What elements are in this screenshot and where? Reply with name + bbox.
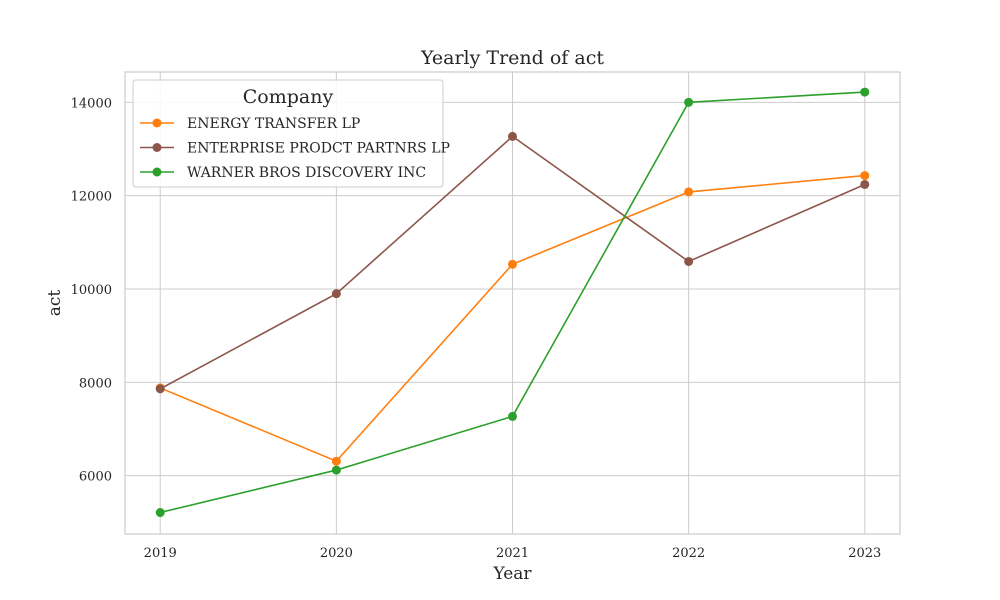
data-point [684, 187, 694, 197]
data-point [331, 465, 341, 475]
y-tick-label: 12000 [71, 190, 112, 205]
data-point [508, 131, 517, 141]
legend-entry: ENTERPRISE PRODCT PARTNRS LP [140, 141, 450, 157]
legend-entry: ENERGY TRANSFER LP [140, 116, 360, 132]
legend-marker [152, 118, 162, 128]
data-point [155, 508, 165, 518]
y-tick-label: 6000 [79, 470, 112, 485]
tick-labels: 2019 2020 2021 2022 2023 6000 8000 10000 12000 14… [71, 96, 882, 561]
chart-title: Yearly Trend of act [420, 47, 604, 69]
data-point [684, 97, 694, 107]
legend-title: Company [243, 86, 334, 108]
legend-box [132, 79, 444, 188]
legend-label: ENTERPRISE PRODCT PARTNRS LP [187, 141, 450, 157]
data-point [860, 171, 870, 181]
legend-marker [152, 143, 162, 152]
x-tick-label: 2019 [144, 546, 177, 561]
data-point [331, 289, 341, 299]
x-axis-label: Year [492, 564, 532, 584]
series-layer [155, 87, 870, 518]
legend: Company ENERGY TRANSFER LP ENTERPRISE PRO… [132, 79, 450, 188]
data-point [684, 256, 694, 266]
plot-area-frame [124, 71, 901, 535]
y-tick-label: 10000 [71, 283, 112, 298]
y-axis-label: act [45, 290, 65, 317]
legend-entry: WARNER BROS DISCOVERY INC [140, 165, 426, 181]
data-point [508, 411, 517, 421]
legend-label: ENERGY TRANSFER LP [187, 116, 360, 132]
legend-entries: ENERGY TRANSFER LP ENTERPRISE PRODCT PART… [140, 116, 450, 181]
data-point [860, 87, 870, 97]
series-group [155, 87, 870, 518]
legend-label: WARNER BROS DISCOVERY INC [187, 165, 426, 181]
data-point [860, 179, 870, 189]
series-group [155, 131, 870, 394]
y-tick-label: 8000 [79, 376, 112, 391]
x-tick-label: 2020 [320, 546, 353, 561]
x-tick-label: 2022 [672, 546, 705, 561]
data-point [155, 384, 165, 394]
data-point [331, 456, 341, 466]
legend-marker [152, 167, 162, 177]
x-tick-label: 2023 [848, 546, 881, 561]
data-point [508, 259, 517, 269]
x-tick-label: 2021 [496, 546, 529, 561]
y-tick-label: 14000 [71, 96, 112, 111]
